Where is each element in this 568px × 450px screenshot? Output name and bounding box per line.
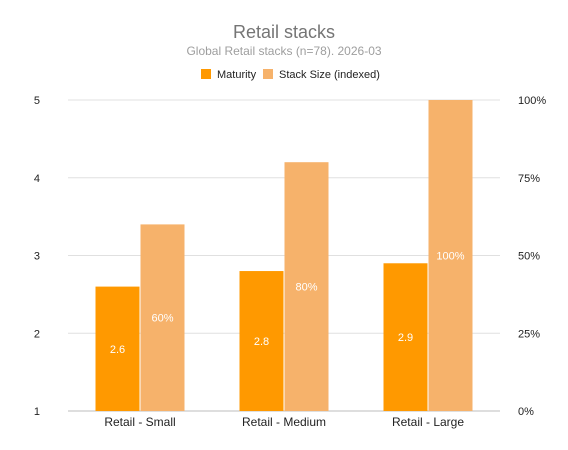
y-right-tick-label: 0% [518,406,534,418]
chart-subtitle: Global Retail stacks (n=78). 2026-03 [186,44,381,58]
category-labels: Retail - Small Retail - Medium Retail - La… [104,415,464,429]
data-labels: 2.6 60% 2.8 80% 2.9 100% [110,251,465,356]
legend-label-maturity: Maturity [217,69,257,81]
bar-stack-size [428,100,473,411]
y-right-tick-label: 50% [518,251,540,263]
category-label: Retail - Small [104,415,175,429]
bar-maturity [239,271,284,411]
legend-swatch-maturity [201,69,211,79]
chart-legend: Maturity Stack Size (indexed) [201,69,380,81]
y-right-tick-label: 100% [518,95,546,107]
bar-stack-size [140,224,185,411]
category-label: Retail - Medium [242,415,326,429]
y-left-tick-label: 5 [34,95,40,107]
gridlines [68,99,500,412]
y-left-tick-label: 2 [34,328,40,340]
data-label-maturity: 2.6 [110,344,125,356]
data-label-stack-size: 80% [295,282,317,294]
axis-ticks: 1 0% 2 25% 3 50% 4 75% 5 100% [34,95,546,418]
bar-maturity [383,263,428,411]
bar-maturity [95,286,140,411]
category-label: Retail - Large [392,415,464,429]
data-label-maturity: 2.8 [254,336,269,348]
data-label-stack-size: 100% [436,251,464,263]
bar-stack-size [284,162,329,411]
y-right-tick-label: 25% [518,328,540,340]
y-left-tick-label: 4 [34,173,40,185]
legend-swatch-stack-size [263,69,273,79]
data-label-maturity: 2.9 [398,332,413,344]
chart-title: Retail stacks [233,22,335,42]
legend-label-stack-size: Stack Size (indexed) [279,69,380,81]
y-left-tick-label: 3 [34,251,40,263]
data-label-stack-size: 60% [151,313,173,325]
y-right-tick-label: 75% [518,173,540,185]
y-left-tick-label: 1 [34,406,40,418]
bars [95,100,473,411]
